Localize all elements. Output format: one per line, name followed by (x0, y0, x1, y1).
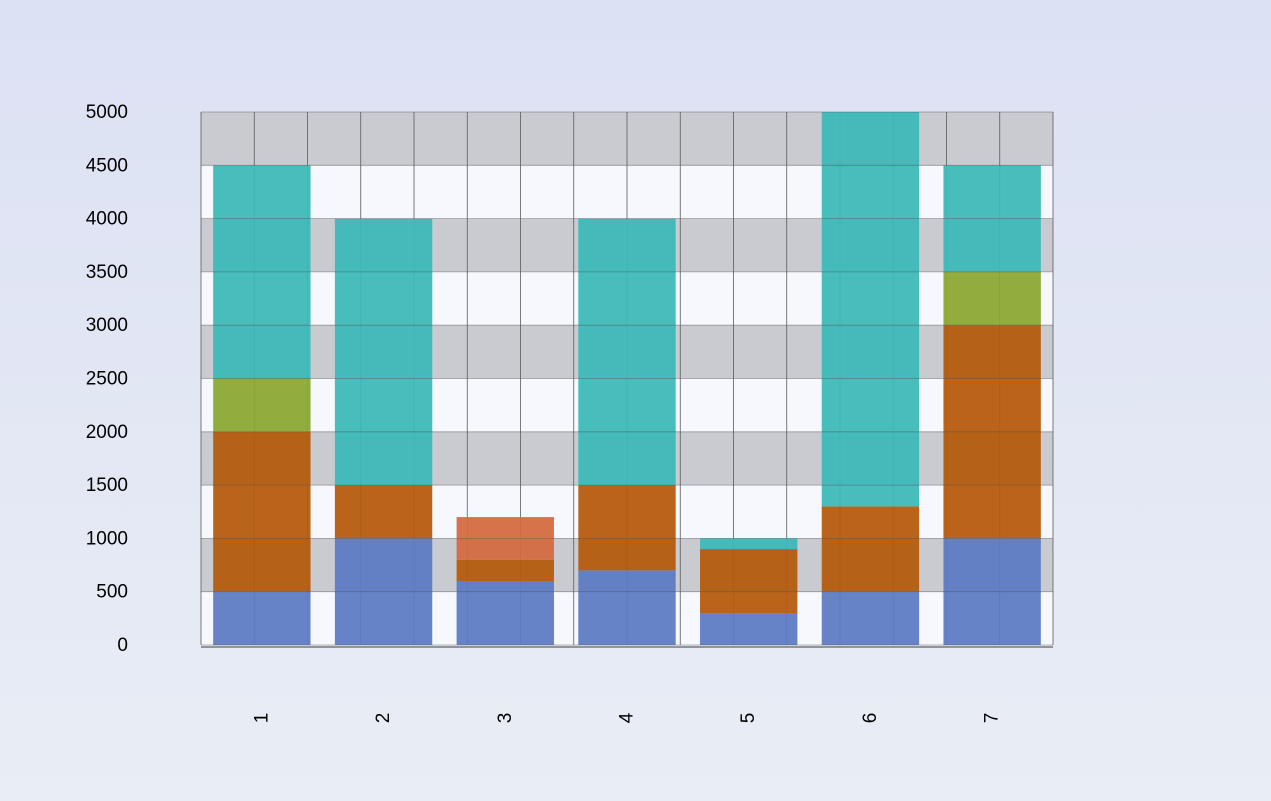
bar-segment-orange (700, 549, 798, 614)
x-axis-tick-labels: 1 2 3 4 5 6 7 (251, 712, 1002, 723)
x-tick-label: 1 (251, 713, 272, 724)
y-tick-label: 1000 (86, 528, 128, 549)
bar-segment-orange (821, 506, 920, 592)
y-tick-label: 1500 (86, 475, 128, 496)
bar-segment-teal (334, 218, 433, 486)
horizontal-gridlines (201, 111, 1053, 646)
bar-segment-blue (821, 591, 920, 645)
bar-segment-teal (578, 218, 676, 486)
y-tick-label: 2000 (86, 422, 128, 443)
bar-segment-orange (578, 485, 676, 571)
y-tick-label: 500 (96, 582, 128, 603)
x-tick-label: 6 (860, 713, 881, 724)
y-tick-label: 4500 (86, 155, 128, 176)
bar-segment-blue (700, 613, 798, 645)
x-tick-label: 5 (738, 713, 759, 724)
bar-segment-blue (213, 591, 311, 645)
x-tick-label: 3 (495, 713, 516, 724)
x-tick-label: 4 (617, 712, 638, 723)
bar-segment-blue (578, 570, 676, 645)
bar-segment-orange (213, 431, 311, 592)
y-tick-label: 3000 (86, 315, 128, 336)
bar-segment-olive (943, 271, 1041, 326)
bar-segment-olive (213, 378, 311, 432)
x-tick-label: 7 (982, 713, 1003, 724)
bar-segment-teal (821, 112, 920, 507)
bar-segment-blue (456, 581, 554, 645)
y-tick-label: 5000 (86, 102, 128, 123)
bar-segment-teal (700, 538, 798, 550)
y-axis-tick-labels: 0 500 1000 1500 2000 2500 3000 3500 4000 4500 5000 (86, 102, 128, 656)
x-tick-label: 2 (373, 713, 394, 724)
bar-segment-orange (456, 559, 554, 582)
y-tick-label: 3500 (86, 262, 128, 283)
y-tick-label: 2500 (86, 369, 128, 390)
bar-segment-orange (334, 485, 433, 539)
y-tick-label: 4000 (86, 209, 128, 230)
y-tick-label: 0 (117, 635, 128, 656)
